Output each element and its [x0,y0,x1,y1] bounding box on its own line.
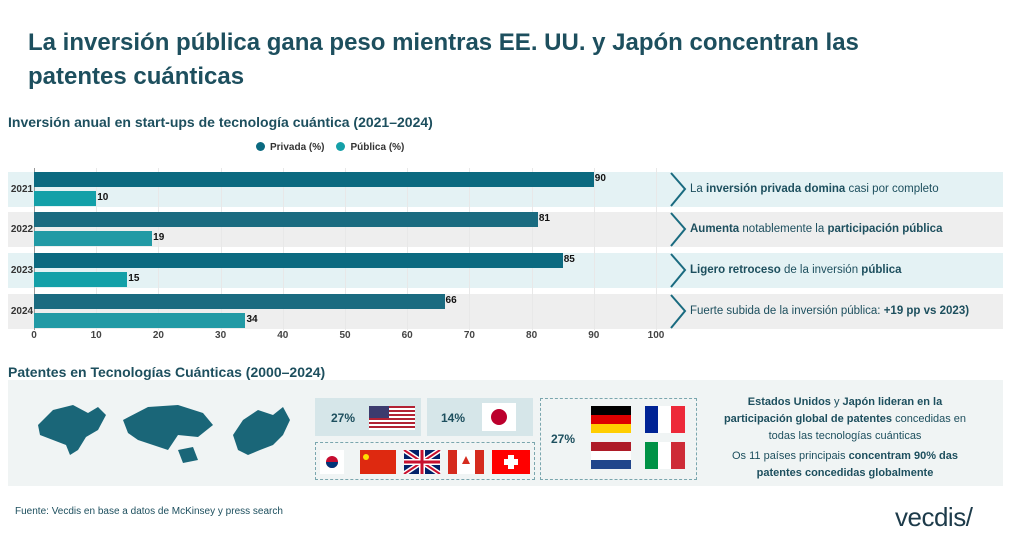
public-bar-2024 [34,313,246,328]
chart-title: Inversión anual en start-ups de tecnolog… [8,114,433,130]
x-tick-label: 10 [90,330,102,341]
data-label: 34 [246,314,258,325]
y-label-2021: 2021 [10,184,34,195]
patents-title: Patentes en Tecnologías Cuánticas (2000–… [8,364,326,380]
us-flag-icon [369,406,415,430]
x-tick-label: 0 [31,330,37,341]
x-tick-label: 100 [647,330,665,341]
summary-text: Japón lideran en la participación global… [723,396,943,425]
gridline [158,168,160,330]
data-label: 90 [594,173,606,184]
private-bar-2022 [34,212,538,227]
summary-text: concedidas en todas las tecnologías cuán… [768,413,967,442]
eu-countries-box: 27% [540,398,697,480]
note-text: Ligero retroceso [690,264,781,276]
note-text: +19 pp vs 2023) [883,305,970,317]
gridline [656,168,657,330]
note-text: de la inversión [780,264,862,276]
public-bar-2021 [34,191,97,206]
note-text: Fuerte subida de la inversión pública: [690,305,884,317]
source-note: Fuente: Vecdis en base a datos de McKins… [15,506,283,517]
x-tick-label: 80 [526,330,538,341]
jp-flag-icon [482,403,516,431]
note-text: La [690,183,706,195]
note-text: participación pública [827,223,943,235]
summary-text: Estados Unidos [747,396,831,408]
note-text: casi por completo [845,183,939,195]
row-note: Ligero retroceso de la inversión pública [690,253,902,288]
data-label: 10 [97,192,109,203]
gridline [469,168,471,330]
x-tick-label: 30 [215,330,227,341]
us-box: 27% [315,398,421,436]
data-label: 19 [153,232,165,243]
legend-item-privada: Privada (%) [256,142,324,153]
x-tick-label: 60 [401,330,413,341]
private-bar-2023 [34,253,563,268]
y-label-2022: 2022 [10,224,34,235]
y-label-2023: 2023 [10,265,34,276]
note-text: inversión privada domina [706,183,846,195]
x-tick-label: 50 [339,330,351,341]
other-countries-box [315,442,535,480]
patents-text-1: Estados Unidos y Japón lideran en la par… [715,394,975,445]
flags-kr-cn-uk-ca-ch-icon [320,450,530,474]
chevron-right-icon [670,172,687,207]
page-title: La inversión pública gana peso mientras … [28,29,859,90]
data-label: 85 [563,254,575,265]
legend-item-publica: Pública (%) [336,142,404,153]
x-tick-label: 90 [588,330,600,341]
gridline [593,168,595,330]
chevron-right-icon [670,294,687,329]
summary-text: y [830,396,843,408]
note-text: Aumenta [690,223,740,235]
chevron-right-icon [670,212,687,247]
gridline [220,168,222,330]
public-bar-2022 [34,231,153,246]
patents-summary: Estados Unidos y Japón lideran en la par… [715,394,975,482]
gridline [345,168,346,330]
data-label: 66 [445,295,457,306]
row-note: La inversión privada domina casi por com… [690,172,939,207]
public-bar-2023 [34,272,128,287]
data-label: 15 [128,273,140,284]
flags-de-fr-nl-it-icon [591,406,685,469]
private-bar-2021 [34,172,594,187]
gridline [407,168,409,330]
jp-box: 14% [427,398,533,436]
chevron-right-icon [670,253,687,288]
row-note: Aumenta notablemente la participación pú… [690,212,942,247]
gridline [34,168,35,330]
private-bar-2024 [34,294,445,309]
summary-text: Os 11 países principais [731,450,849,462]
y-label-2024: 2024 [10,306,34,317]
chart-legend: Privada (%) Pública (%) [256,142,404,153]
x-tick-label: 20 [152,330,164,341]
summary-text: concentram 90% das patentes concedidas g… [756,450,958,479]
gridline [282,168,284,330]
x-tick-label: 70 [463,330,475,341]
gridline [96,168,98,330]
data-label: 81 [538,213,550,224]
vecdis-logo: vecdis/ [895,502,973,532]
patents-text-2: Os 11 países principais concentram 90% d… [715,448,975,482]
note-text: pública [861,264,902,276]
gridline [531,168,533,330]
row-note: Fuerte subida de la inversión pública: +… [690,294,969,329]
world-maps-icon [38,405,290,463]
note-text: notablemente la [739,223,828,235]
x-tick-label: 40 [277,330,289,341]
